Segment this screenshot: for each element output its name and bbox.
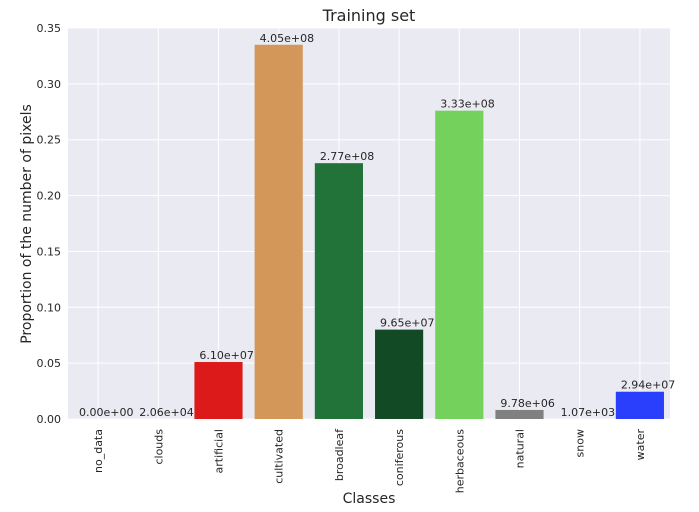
- y-tick-label: 0.25: [37, 134, 62, 147]
- x-tick-label: snow: [574, 429, 587, 457]
- data-label: 0.00e+00: [79, 406, 133, 419]
- x-tick-label: broadleaf: [333, 428, 346, 481]
- bars: [134, 44, 664, 419]
- y-tick-label: 0.30: [37, 78, 62, 91]
- chart-title: Training set: [322, 6, 416, 25]
- x-tick-label: natural: [514, 429, 527, 468]
- x-tick-label: no_data: [92, 429, 105, 473]
- y-tick-label: 0.00: [37, 413, 62, 426]
- y-tick-label: 0.10: [37, 301, 62, 314]
- data-labels: 0.00e+00 2.06e+04 6.10e+07 4.05e+08 2.77e+08…: [79, 32, 675, 419]
- data-label: 2.94e+07: [621, 379, 675, 392]
- y-tick-labels: 0.00 0.05 0.10 0.15 0.20 0.25 0.30 0.35: [37, 22, 62, 426]
- y-tick-label: 0.15: [37, 245, 62, 258]
- plot-background: [68, 28, 670, 419]
- bar-broadleaf: [314, 163, 363, 419]
- bar-natural: [495, 409, 544, 419]
- x-tick-label: herbaceous: [453, 429, 466, 494]
- x-tick-label: artificial: [213, 429, 226, 473]
- data-label: 9.65e+07: [380, 317, 434, 330]
- data-label: 2.06e+04: [139, 406, 193, 419]
- data-label: 9.78e+06: [500, 397, 554, 410]
- bar-coniferous: [375, 329, 424, 419]
- bar-water: [615, 391, 664, 419]
- bar-artificial: [194, 362, 243, 419]
- x-tick-labels: no_data clouds artificial cultivated broadle…: [92, 428, 647, 493]
- x-tick-label: water: [634, 429, 647, 461]
- bar-cultivated: [254, 44, 303, 419]
- y-tick-label: 0.05: [37, 357, 62, 370]
- y-tick-label: 0.35: [37, 22, 62, 35]
- bar-herbaceous: [435, 110, 484, 419]
- data-label: 3.33e+08: [440, 98, 494, 111]
- y-axis-label: Proportion of the number of pixels: [19, 104, 35, 344]
- data-label: 1.07e+03: [561, 406, 615, 419]
- data-label: 6.10e+07: [199, 349, 253, 362]
- y-tick-label: 0.20: [37, 190, 62, 203]
- x-tick-label: clouds: [152, 429, 165, 465]
- data-label: 2.77e+08: [320, 150, 374, 163]
- x-axis-label: Classes: [343, 491, 396, 507]
- x-tick-label: coniferous: [393, 429, 406, 486]
- data-label: 4.05e+08: [260, 32, 314, 45]
- x-tick-label: cultivated: [273, 429, 286, 484]
